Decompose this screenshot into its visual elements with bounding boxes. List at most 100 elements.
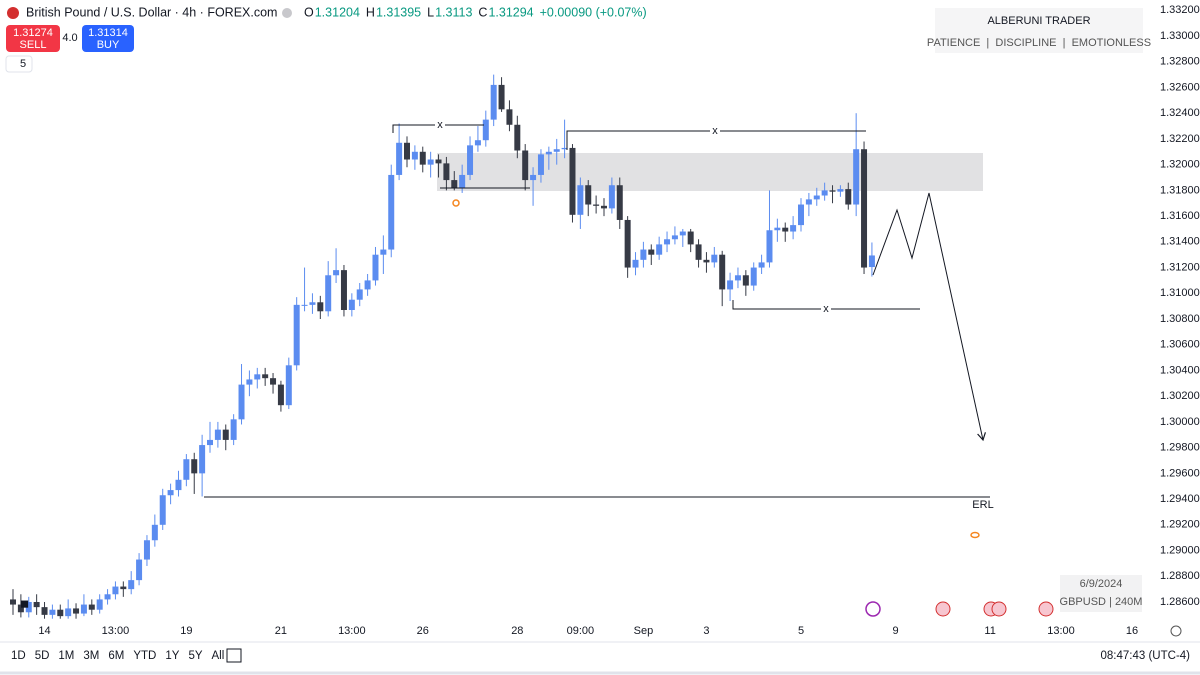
candle-body [340,270,347,310]
range-button[interactable]: 6M [108,650,124,662]
candle-body [285,365,292,406]
liquidity-line [392,124,484,133]
candle-body [128,580,135,590]
candle-body [380,249,387,255]
candle-body [601,205,607,209]
candle-body [191,459,198,474]
candle-body [616,185,623,220]
range-button[interactable]: 1Y [165,650,179,662]
candle-body [364,280,371,290]
candle-body [837,189,844,192]
candle-body [766,230,773,263]
candle-body [112,586,119,595]
candle-body [695,244,702,260]
range-button[interactable]: YTD [133,650,156,662]
indicators-toggle[interactable] [5,55,33,73]
candle-body [664,239,671,245]
candle-body [451,180,458,188]
y-tick-label: 1.30000 [1160,416,1200,428]
candle-body [277,384,284,406]
x-tick-label: 09:00 [567,625,595,637]
sell-price: 1.31274 [13,27,53,39]
candle-body [719,254,726,290]
x-tick-label: 26 [417,625,429,637]
range-button[interactable]: All [212,650,225,662]
range-button[interactable]: 1M [58,650,74,662]
y-tick-label: 1.29200 [1160,519,1200,531]
range-button[interactable]: 3M [83,650,99,662]
candle-body [490,84,497,120]
y-tick-label: 1.32200 [1160,133,1200,145]
ohlc-change: +0.00090 (+0.07%) [540,5,647,19]
candle-body [10,599,16,605]
candle-body [774,227,781,231]
range-button[interactable]: 5Y [188,650,202,662]
candle-body [136,559,143,581]
spread: 4.0 [62,32,77,44]
x-tick-label: 9 [892,625,898,637]
candle-body [703,259,710,263]
settings-icon[interactable] [1170,625,1182,637]
candle-body [687,231,694,245]
x-tick-label: 13:00 [102,625,130,637]
candle-body [214,429,221,440]
candle-body [57,609,64,617]
range-button[interactable]: 5D [35,650,50,662]
candle-body [404,142,410,160]
info-date: 6/9/2024 [1080,578,1123,590]
candle-body [199,445,206,474]
y-tick-label: 1.30600 [1160,339,1200,351]
candle-body [254,374,261,380]
y-tick-label: 1.29800 [1160,442,1200,454]
y-tick-label: 1.33000 [1160,30,1200,42]
candle-body [734,275,741,281]
candle-body [482,119,489,141]
tv-logo: ◼ [20,598,29,610]
candle-body [419,151,426,165]
sell-button[interactable] [6,25,60,52]
candle-body [530,174,537,181]
candle-body [640,249,647,260]
range-button[interactable]: 1D [11,650,26,662]
event-icon [991,601,1007,617]
candle-body [782,227,789,232]
candle-body [585,185,592,205]
y-tick-label: 1.32400 [1160,107,1200,119]
candle-body [624,219,631,268]
candle-body [632,259,639,268]
x-mark: x [712,125,718,137]
candle-body [427,159,434,165]
candle-body [522,150,529,181]
x-tick-label: 16 [1126,625,1138,637]
candle-body [238,384,245,420]
candle-body [41,607,48,615]
candle-body [388,174,395,250]
candle-body [553,149,560,152]
y-tick-label: 1.31000 [1160,287,1200,299]
ohlc-label: H [366,5,375,19]
y-tick-label: 1.30400 [1160,364,1200,376]
event-icon [970,531,980,539]
y-tick-label: 1.29400 [1160,493,1200,505]
candle-body [711,254,718,263]
x-tick-label: 13:00 [338,625,366,637]
x-tick-label: 14 [38,625,50,637]
candle-body [96,599,103,610]
candle-body [262,374,269,379]
candle-body [798,204,804,226]
candle-body [301,304,308,306]
calendar-icon[interactable] [226,648,242,663]
candle-body [790,225,797,232]
buy-button[interactable] [82,25,134,52]
candle-body [742,275,749,286]
y-tick-label: 1.32000 [1160,159,1200,171]
candles [10,74,875,619]
candle-body [648,249,655,255]
brand-tagline: PATIENCE | DISCIPLINE | EMOTIONLESS [927,37,1151,49]
x-tick-label: 19 [180,625,192,637]
event-icon [935,601,951,617]
candle-body [435,159,442,164]
candle-body [853,149,860,205]
candle-body [396,142,403,175]
